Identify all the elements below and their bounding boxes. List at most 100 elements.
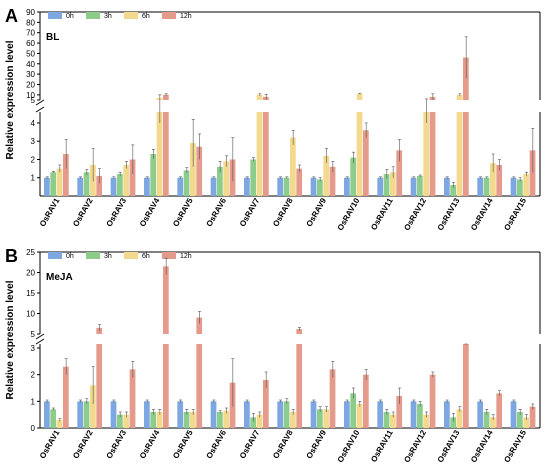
x-category-label: OsRAV1 (38, 196, 62, 228)
bar-OsRAV7-6h (256, 414, 263, 428)
bar-OsRAV14-12h (496, 164, 503, 196)
bar-OsRAV7-3h (250, 417, 257, 428)
legend-swatch-6h (124, 12, 138, 19)
bar-OsRAV15-12h (529, 150, 536, 196)
x-category-label: OsRAV15 (502, 428, 528, 464)
bar-OsRAV4-0h (144, 401, 150, 428)
legend-swatch-12h (162, 12, 176, 19)
legend-label-12h: 12h (180, 253, 192, 260)
x-category-label: OsRAV13 (436, 428, 462, 464)
y-axis-label: Relative expression level (5, 280, 16, 399)
bar-OsRAV10-0h (344, 177, 350, 196)
bar-OsRAV3-6h (123, 414, 130, 428)
bar-OsRAV15-3h (517, 412, 523, 428)
y-tick-label: 60 (26, 39, 35, 48)
bar-OsRAV9-12h (329, 369, 336, 428)
axis-break-mark (35, 106, 45, 113)
bar-OsRAV15-12h (529, 406, 536, 428)
axis-break-mark (35, 99, 45, 106)
bar-OsRAV10-3h (350, 157, 357, 196)
bar-OsRAV15-3h (517, 179, 523, 196)
bar-OsRAV6-0h (210, 401, 217, 428)
bar-OsRAV2-3h (83, 401, 90, 428)
bar-OsRAV4-6h (156, 112, 163, 196)
y-tick-label: 30 (26, 70, 35, 79)
bar-OsRAV2-0h (77, 401, 84, 428)
y-axis-label: Relative expression level (5, 40, 16, 159)
bar-OsRAV11-3h (383, 412, 390, 428)
y-tick-label: 1 (31, 397, 36, 406)
x-category-label: OsRAV8 (271, 196, 295, 228)
bar-OsRAV12-0h (410, 177, 417, 196)
axis-break-mark (35, 333, 45, 340)
bar-OsRAV11-0h (377, 401, 384, 428)
x-category-label: OsRAV5 (171, 428, 195, 460)
panel-label-b: B (5, 246, 18, 266)
bar-OsRAV2-12h (96, 344, 103, 428)
y-tick-label: 5 (31, 330, 36, 339)
x-category-label: OsRAV6 (205, 196, 229, 228)
y-tick-label: 0 (31, 424, 36, 433)
x-category-label: OsRAV7 (238, 428, 262, 460)
bar-OsRAV14-3h (483, 412, 490, 428)
panel-b: B 0 1 2 3 5 10 15 20 25 Relative expression level… (5, 246, 541, 464)
bar-OsRAV5-0h (177, 401, 184, 428)
x-category-label: OsRAV1 (38, 428, 62, 460)
bar-OsRAV2-12h (96, 175, 103, 196)
bar-OsRAV4-3h (150, 154, 157, 196)
bar-OsRAV8-12h (296, 344, 303, 428)
bar-OsRAV5-3h (183, 412, 190, 428)
bar-OsRAV10-12h (363, 130, 369, 196)
x-category-label: OsRAV12 (402, 196, 428, 232)
x-category-label: OsRAV10 (336, 428, 362, 464)
y-tick-label: 1 (31, 174, 36, 183)
bar-OsRAV1-12h (63, 154, 69, 196)
bar-OsRAV3-6h (123, 164, 130, 196)
legend-swatch-12h (162, 252, 176, 259)
axis-break-mark (35, 338, 45, 345)
y-tick-label: 5 (31, 96, 36, 105)
bar-OsRAV11-6h (390, 414, 396, 428)
bar-OsRAV7-12h (263, 380, 269, 428)
x-category-label: OsRAV11 (369, 196, 395, 232)
bar-OsRAV12-6h (423, 414, 430, 428)
x-category-label: OsRAV2 (71, 196, 95, 228)
x-category-label: OsRAV5 (171, 196, 195, 228)
bar-upper-OsRAV4-12h (163, 266, 169, 334)
bar-OsRAV6-3h (217, 166, 223, 196)
bar-OsRAV14-12h (496, 393, 503, 428)
bar-OsRAV1-0h (44, 177, 50, 196)
bar-OsRAV9-3h (317, 179, 323, 196)
legend-label-6h: 6h (142, 253, 150, 260)
bar-OsRAV14-3h (483, 177, 490, 196)
bar-upper-OsRAV8-12h (296, 329, 303, 334)
bar-upper-OsRAV10-6h (356, 93, 363, 100)
bar-upper-OsRAV13-6h (456, 94, 463, 100)
bar-OsRAV9-6h (323, 409, 330, 428)
bar-OsRAV4-12h (163, 112, 169, 196)
bar-OsRAV5-12h (196, 344, 203, 428)
bar-OsRAV1-3h (50, 172, 57, 196)
y-tick-label: 10 (26, 310, 35, 319)
x-category-label: OsRAV2 (71, 428, 95, 460)
bar-OsRAV1-6h (56, 420, 63, 428)
bar-OsRAV7-12h (263, 112, 269, 196)
bar-OsRAV1-6h (56, 168, 63, 196)
bar-OsRAV10-6h (356, 404, 363, 428)
bar-upper-OsRAV4-12h (163, 94, 169, 100)
bar-OsRAV10-0h (344, 401, 350, 428)
bar-OsRAV14-6h (490, 417, 496, 428)
bar-OsRAV5-12h (196, 146, 203, 196)
y-tick-label: 20 (26, 80, 35, 89)
bar-OsRAV12-3h (417, 404, 423, 428)
x-category-label: OsRAV15 (502, 196, 528, 232)
x-category-label: OsRAV8 (271, 428, 295, 460)
bar-OsRAV5-0h (177, 177, 184, 196)
bar-OsRAV3-12h (129, 159, 136, 196)
y-tick-label: 10 (26, 91, 35, 100)
legend-swatch-0h (48, 12, 62, 19)
bar-OsRAV2-6h (90, 385, 96, 428)
bar-OsRAV12-12h (429, 112, 436, 196)
legend-label-3h: 3h (104, 253, 112, 260)
bar-OsRAV9-6h (323, 155, 330, 196)
